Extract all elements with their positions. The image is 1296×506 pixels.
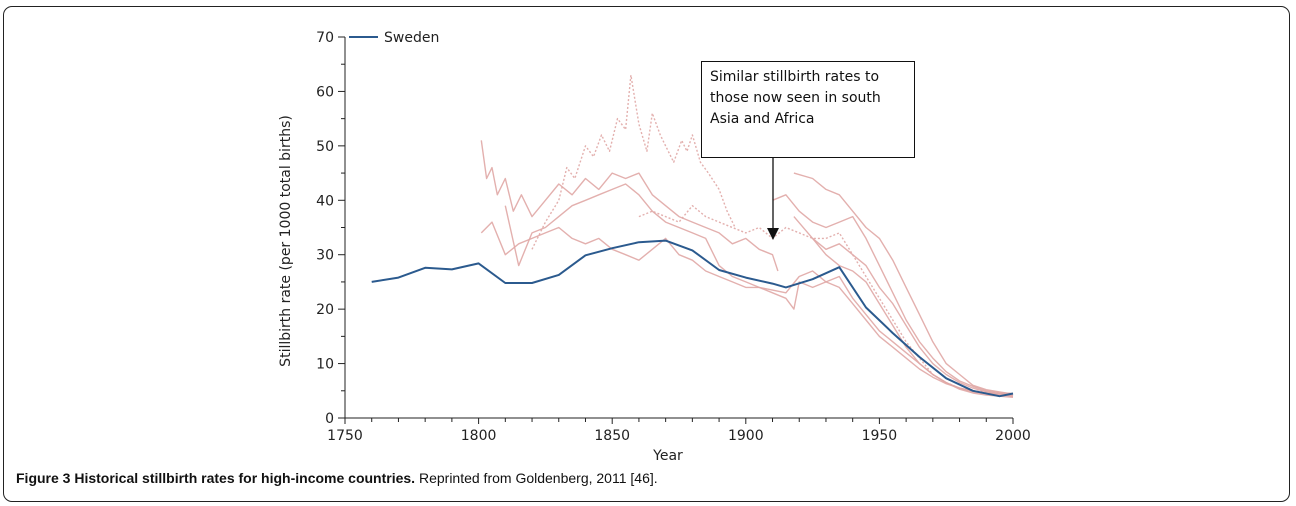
y-tick-label: 0 xyxy=(325,411,334,427)
x-tick-label: 2000 xyxy=(995,428,1031,444)
figure-caption: Figure 3 Historical stillbirth rates for… xyxy=(16,470,658,486)
y-tick-label: 10 xyxy=(316,357,334,373)
series-line-6 xyxy=(793,172,1014,395)
series-line-9 xyxy=(812,237,1014,398)
series-line-sweden xyxy=(371,239,1014,398)
x-tick-label: 1950 xyxy=(862,428,898,444)
y-tick-label: 60 xyxy=(316,84,334,100)
x-tick-label: 1750 xyxy=(327,428,363,444)
series-line-7 xyxy=(772,194,1014,395)
y-tick-label: 40 xyxy=(316,193,334,209)
x-tick-label: 1900 xyxy=(728,428,764,444)
x-axis-label: Year xyxy=(652,448,683,464)
annotation-arrowhead xyxy=(767,228,779,240)
annotation-box: Similar stillbirth rates to those now se… xyxy=(701,61,915,158)
y-axis-label: Stillbirth rate (per 1000 total births) xyxy=(278,115,294,367)
legend-label-sweden: Sweden xyxy=(384,30,439,46)
figure-frame xyxy=(3,6,1290,502)
caption-text: Reprinted from Goldenberg, 2011 [46]. xyxy=(415,470,658,486)
series-line-8 xyxy=(793,216,1014,397)
y-tick-label: 30 xyxy=(316,248,334,264)
y-tick-label: 20 xyxy=(316,302,334,318)
tick-labels: 1750 1800 1850 1900 1950 2000 0 10 20 30 40 50 60 70 xyxy=(316,30,1031,444)
axes xyxy=(338,36,1014,424)
y-tick-label: 50 xyxy=(316,139,334,155)
series-line-3 xyxy=(504,183,1014,396)
x-tick-label: 1850 xyxy=(594,428,630,444)
series-line-4 xyxy=(531,74,736,250)
x-tick-label: 1800 xyxy=(461,428,497,444)
series-line-2 xyxy=(480,221,1014,397)
y-tick-label: 70 xyxy=(316,30,334,46)
series-lines xyxy=(371,74,1014,398)
caption-title: Figure 3 Historical stillbirth rates for… xyxy=(16,470,416,486)
series-line-1 xyxy=(480,140,779,272)
